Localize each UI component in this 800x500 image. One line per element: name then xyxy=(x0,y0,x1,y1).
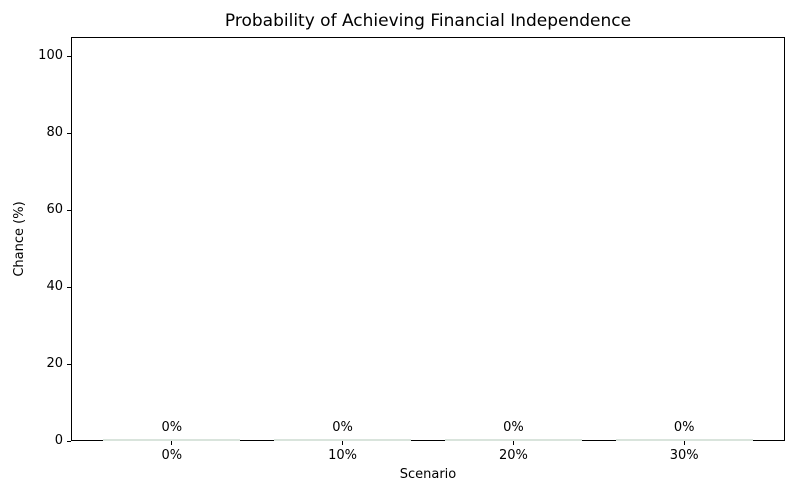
y-tick-mark xyxy=(67,55,71,57)
x-tick-mark xyxy=(171,441,173,445)
x-tick-label: 30% xyxy=(669,448,699,463)
x-tick-label: 10% xyxy=(328,448,358,463)
y-tick-mark xyxy=(67,286,71,288)
x-tick-mark xyxy=(683,441,685,445)
y-tick-label: 80 xyxy=(46,125,63,141)
bar xyxy=(274,439,411,441)
y-tick-label: 100 xyxy=(38,48,63,64)
x-tick-label: 20% xyxy=(498,448,528,463)
y-tick-mark xyxy=(67,440,71,442)
x-tick-mark xyxy=(342,441,344,445)
bar-value-label: 0% xyxy=(673,420,695,435)
bar-value-label: 0% xyxy=(503,420,524,435)
bar-value-label: 0% xyxy=(332,420,353,435)
x-axis-label: Scenario xyxy=(399,467,457,482)
bar-value-label: 0% xyxy=(161,420,183,435)
y-tick-mark xyxy=(67,363,71,365)
bar xyxy=(615,439,753,441)
plot-area xyxy=(71,37,785,441)
y-tick-label: 40 xyxy=(46,279,63,295)
y-axis-label: Chance (%) xyxy=(12,201,27,277)
bar xyxy=(103,439,241,441)
x-tick-mark xyxy=(512,441,514,445)
chart-title: Probability of Achieving Financial Indep… xyxy=(224,11,632,31)
x-tick-label: 0% xyxy=(161,448,183,463)
y-tick-label: 60 xyxy=(46,202,63,218)
y-tick-mark xyxy=(67,132,71,134)
y-tick-label: 0 xyxy=(54,433,63,448)
y-tick-label: 20 xyxy=(46,356,63,372)
y-tick-mark xyxy=(67,209,71,211)
bar xyxy=(445,439,582,441)
